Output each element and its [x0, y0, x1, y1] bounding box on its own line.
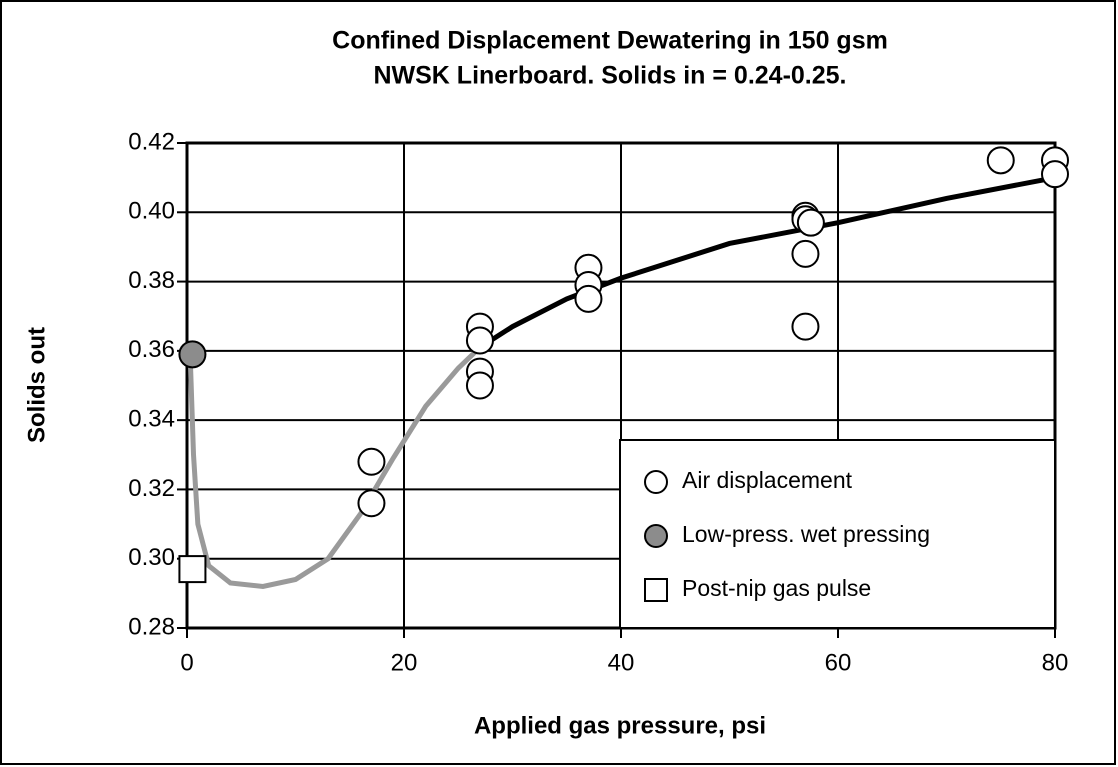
- legend-marker: [644, 524, 668, 548]
- marker: [986, 146, 1015, 175]
- legend-box: [619, 439, 1056, 629]
- marker: [357, 447, 386, 476]
- marker: [178, 555, 207, 584]
- legend-label: Post-nip gas pulse: [682, 575, 871, 601]
- y-tick-label: 0.32: [128, 475, 175, 502]
- y-axis-label: Solids out: [23, 327, 50, 443]
- x-tick-label: 20: [391, 649, 418, 676]
- marker: [574, 284, 603, 313]
- y-tick-label: 0.36: [128, 336, 175, 363]
- marker: [796, 208, 825, 237]
- legend-marker: [644, 470, 668, 494]
- x-tick-label: 80: [1042, 649, 1069, 676]
- fit-curve: [187, 345, 482, 589]
- y-tick-label: 0.30: [128, 544, 175, 571]
- fit-curve: [478, 175, 1056, 350]
- y-tick-label: 0.28: [128, 613, 175, 640]
- legend-label: Low-press. wet pressing: [682, 521, 930, 547]
- marker: [1041, 160, 1069, 189]
- marker: [465, 326, 494, 355]
- y-tick-label: 0.40: [128, 198, 175, 225]
- chart-title: NWSK Linerboard. Solids in = 0.24-0.25.: [373, 62, 846, 90]
- chart-title: Confined Displacement Dewatering in 150 …: [332, 27, 888, 55]
- y-tick-label: 0.42: [128, 128, 175, 155]
- y-tick-label: 0.34: [128, 405, 175, 432]
- y-tick-label: 0.38: [128, 267, 175, 294]
- x-tick-label: 60: [825, 649, 852, 676]
- x-tick-label: 0: [180, 649, 193, 676]
- marker: [357, 489, 386, 518]
- x-axis-label: Applied gas pressure, psi: [474, 712, 766, 739]
- marker: [791, 312, 820, 341]
- legend-label: Air displacement: [682, 467, 853, 493]
- legend-marker: [644, 578, 668, 602]
- marker: [465, 371, 494, 400]
- x-tick-label: 40: [608, 649, 635, 676]
- marker: [791, 239, 820, 268]
- marker: [178, 340, 207, 369]
